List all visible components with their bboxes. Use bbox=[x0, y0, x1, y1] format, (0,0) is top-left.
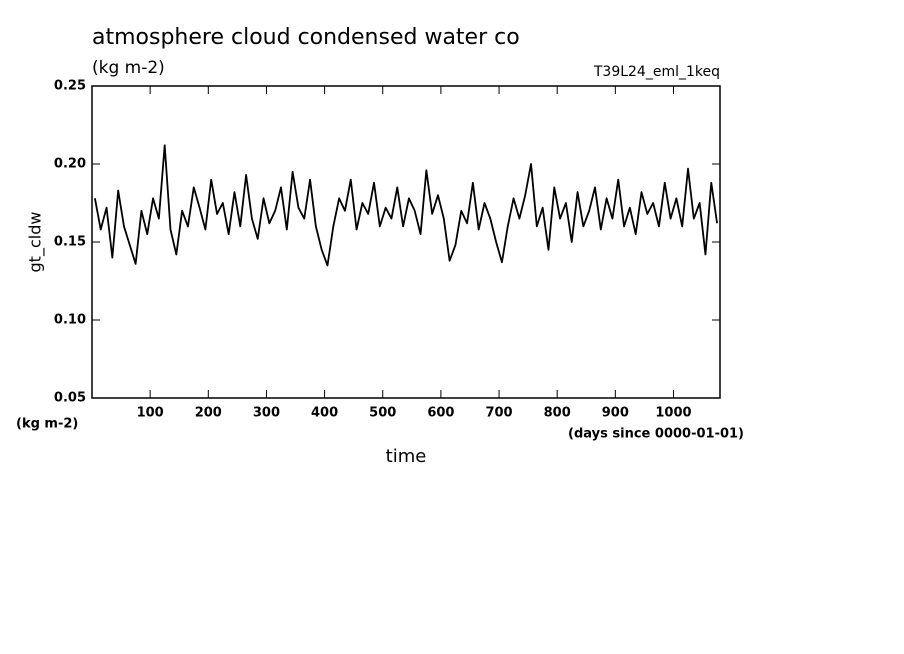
x-tick-label: 800 bbox=[544, 406, 571, 421]
plot-frame bbox=[91, 85, 721, 399]
x-tick-label: 200 bbox=[195, 406, 222, 421]
x-tick-label: 900 bbox=[602, 406, 629, 421]
y-unit: (kg m-2) bbox=[16, 417, 78, 432]
x-tick-label: 400 bbox=[311, 406, 338, 421]
x-unit: (days since 0000-01-01) bbox=[568, 427, 744, 442]
data-line bbox=[94, 144, 718, 267]
x-tick-label: 500 bbox=[369, 406, 396, 421]
chart-title: atmosphere cloud condensed water co bbox=[92, 25, 520, 50]
x-tick-label: 600 bbox=[427, 406, 454, 421]
y-tick-label: 0.10 bbox=[54, 313, 86, 328]
chart-subtitle: (kg m-2) bbox=[92, 58, 165, 78]
x-tick-label: 100 bbox=[137, 406, 164, 421]
y-tick-label: 0.25 bbox=[54, 79, 86, 94]
y-tick-label: 0.15 bbox=[54, 235, 86, 250]
y-axis-label: gt_cldw bbox=[26, 212, 46, 273]
annotation: T39L24_eml_1keq bbox=[593, 64, 720, 80]
x-tick-label: 300 bbox=[253, 406, 280, 421]
x-tick-label: 1000 bbox=[655, 406, 691, 421]
y-tick-label: 0.20 bbox=[54, 157, 86, 172]
x-axis-label: time bbox=[386, 446, 427, 467]
x-tick-label: 700 bbox=[485, 406, 512, 421]
y-tick-label: 0.05 bbox=[54, 391, 86, 406]
